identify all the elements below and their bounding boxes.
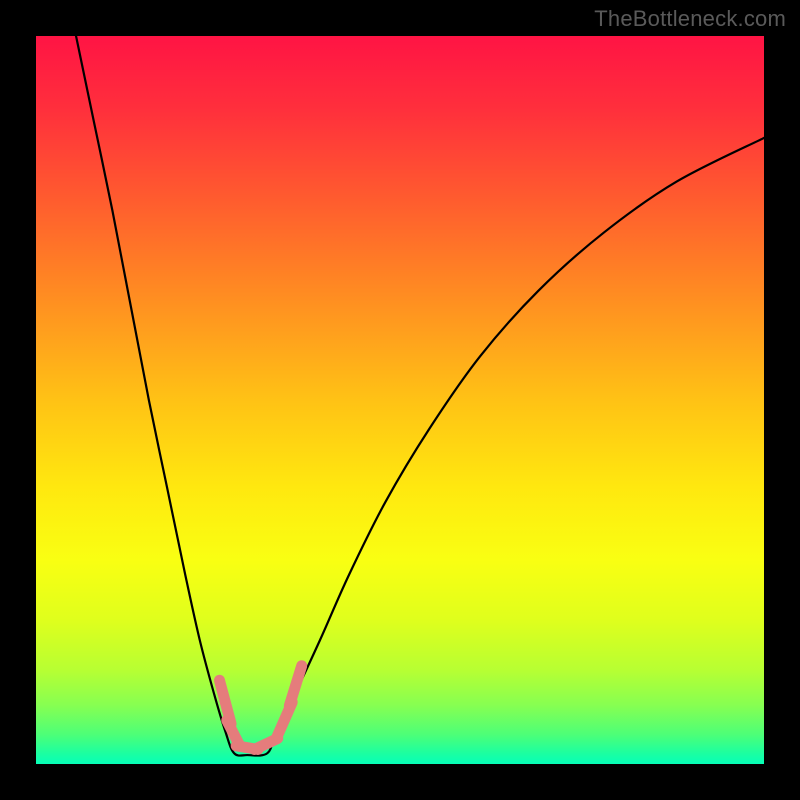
gradient-background bbox=[36, 36, 764, 764]
plot-svg bbox=[36, 36, 764, 764]
watermark-text: TheBottleneck.com bbox=[594, 6, 786, 32]
chart-container: TheBottleneck.com bbox=[0, 0, 800, 800]
plot-area bbox=[36, 36, 764, 764]
